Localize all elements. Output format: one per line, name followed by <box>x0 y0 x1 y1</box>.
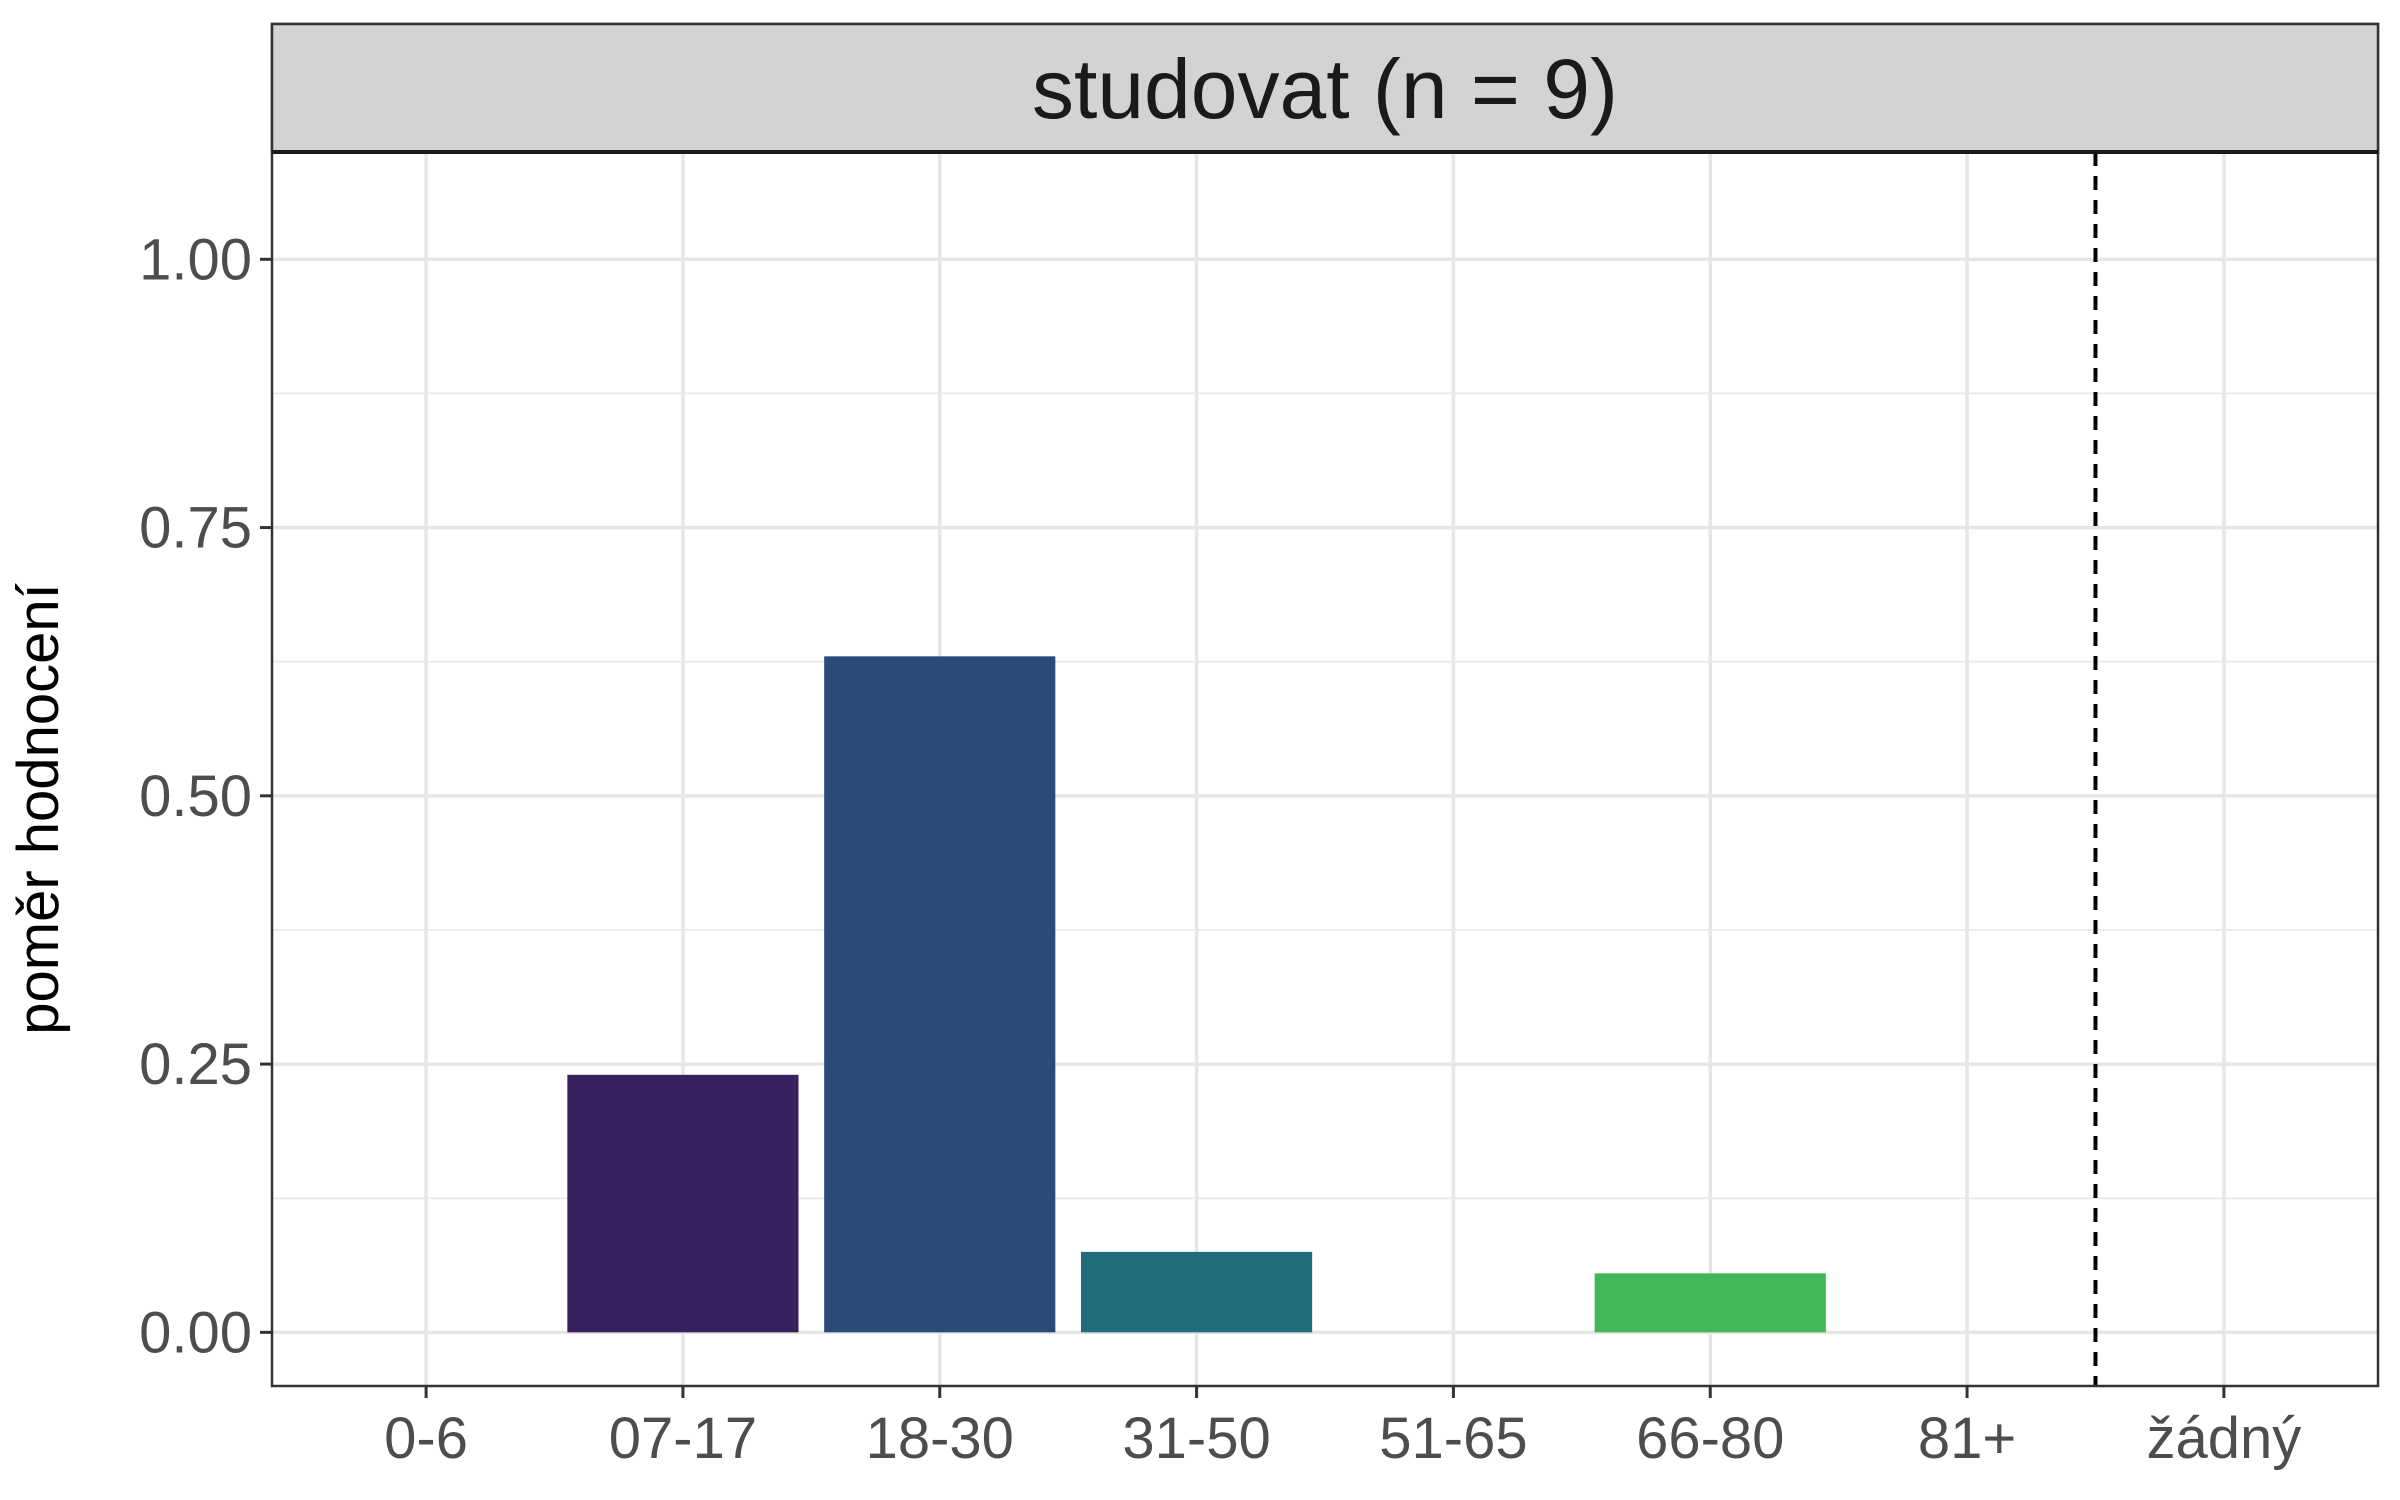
bar-18-30 <box>824 656 1056 1333</box>
x-tick-label: 51-65 <box>1379 1406 1527 1471</box>
x-tick-label: 31-50 <box>1122 1406 1270 1471</box>
x-tick-label: 07-17 <box>609 1406 757 1471</box>
chart-title: studovat (n = 9) <box>1032 42 1618 136</box>
x-axis-ticks: 0-6 07-17 18-30 31-50 51-65 66-80 81+ žádný <box>384 1386 2301 1471</box>
y-tick-label: 0.75 <box>139 496 252 561</box>
x-tick-label: 66-80 <box>1636 1406 1784 1471</box>
y-tick-label: 1.00 <box>139 227 252 292</box>
y-axis-label: poměr hodnocení <box>6 583 71 1034</box>
bar-07-17 <box>567 1074 799 1333</box>
x-tick-label: žádný <box>2147 1406 2302 1471</box>
facet-strip <box>270 22 2380 154</box>
bar-66-80 <box>1594 1273 1826 1333</box>
y-tick-label: 0.00 <box>139 1300 252 1365</box>
major-gridlines <box>272 152 2378 1386</box>
y-axis-ticks: 0.00 0.25 0.50 0.75 1.00 <box>139 227 272 1365</box>
minor-gridlines <box>272 392 2378 1200</box>
bar-31-50 <box>1081 1251 1313 1333</box>
y-tick-label: 0.50 <box>139 764 252 829</box>
x-tick-label: 81+ <box>1918 1406 2016 1471</box>
x-tick-label: 0-6 <box>384 1406 468 1471</box>
y-tick-label: 0.25 <box>139 1032 252 1097</box>
bars <box>567 656 1826 1333</box>
x-tick-label: 18-30 <box>866 1406 1014 1471</box>
